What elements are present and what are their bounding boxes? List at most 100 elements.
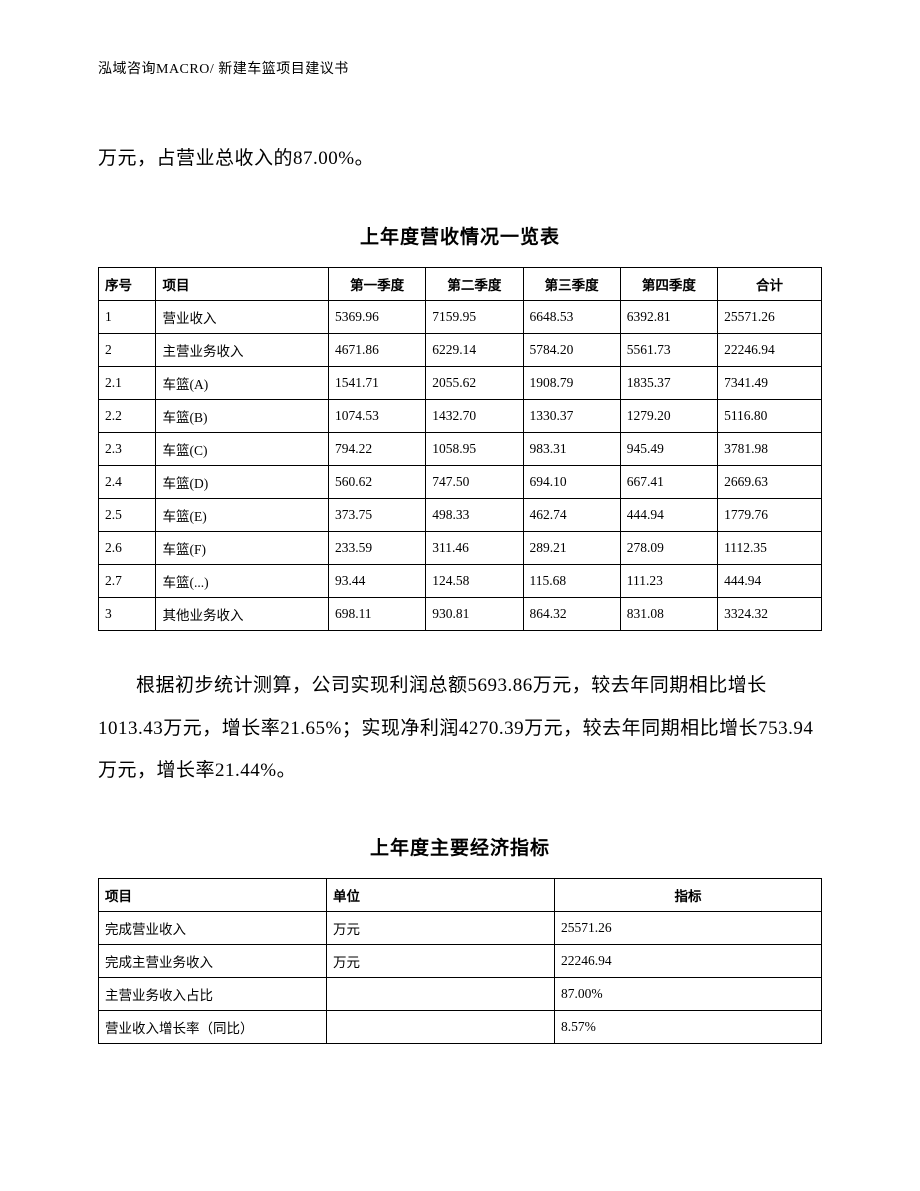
table-cell: 698.11 xyxy=(328,597,425,630)
table-row: 2.2车篮(B)1074.531432.701330.371279.205116… xyxy=(99,399,822,432)
table-cell: 6392.81 xyxy=(620,300,717,333)
table-cell: 498.33 xyxy=(426,498,523,531)
table-cell: 营业收入增长率（同比） xyxy=(99,1011,327,1044)
table-cell: 5116.80 xyxy=(718,399,822,432)
table-cell: 6648.53 xyxy=(523,300,620,333)
table2-title: 上年度主要经济指标 xyxy=(98,833,822,860)
table1-title: 上年度营收情况一览表 xyxy=(98,222,822,249)
table-cell: 945.49 xyxy=(620,432,717,465)
table-cell: 1112.35 xyxy=(718,531,822,564)
table2-body: 完成营业收入万元25571.26完成主营业务收入万元22246.94主营业务收入… xyxy=(99,912,822,1044)
page-header: 泓域咨询MACRO/ 新建车篮项目建议书 xyxy=(98,58,822,78)
table-cell: 22246.94 xyxy=(555,945,822,978)
table-cell: 87.00% xyxy=(555,978,822,1011)
table-row: 主营业务收入占比 87.00% xyxy=(99,978,822,1011)
table-cell: 3781.98 xyxy=(718,432,822,465)
table-cell: 694.10 xyxy=(523,465,620,498)
table-cell: 444.94 xyxy=(620,498,717,531)
table-cell: 2.1 xyxy=(99,366,156,399)
table-cell: 2.4 xyxy=(99,465,156,498)
table-cell: 1 xyxy=(99,300,156,333)
table-cell: 3 xyxy=(99,597,156,630)
table-cell: 万元 xyxy=(327,945,555,978)
table-cell: 5561.73 xyxy=(620,333,717,366)
table2-col-unit: 单位 xyxy=(327,879,555,912)
table-cell: 462.74 xyxy=(523,498,620,531)
body-paragraph: 根据初步统计测算，公司实现利润总额5693.86万元，较去年同期相比增长1013… xyxy=(98,665,822,793)
table-cell: 1058.95 xyxy=(426,432,523,465)
indicator-table: 项目 单位 指标 完成营业收入万元25571.26完成主营业务收入万元22246… xyxy=(98,878,822,1044)
table-cell: 营业收入 xyxy=(156,300,328,333)
table-cell: 车篮(D) xyxy=(156,465,328,498)
table-row: 3其他业务收入698.11930.81864.32831.083324.32 xyxy=(99,597,822,630)
table-cell: 8.57% xyxy=(555,1011,822,1044)
intro-paragraph: 万元，占营业总收入的87.00%。 xyxy=(98,138,822,180)
table-cell xyxy=(327,1011,555,1044)
table-row: 1营业收入5369.967159.956648.536392.8125571.2… xyxy=(99,300,822,333)
table-row: 2.6车篮(F)233.59311.46289.21278.091112.35 xyxy=(99,531,822,564)
table-cell: 5369.96 xyxy=(328,300,425,333)
table-row: 2.1车篮(A)1541.712055.621908.791835.377341… xyxy=(99,366,822,399)
table-cell: 万元 xyxy=(327,912,555,945)
table-cell: 124.58 xyxy=(426,564,523,597)
table-row: 2.5车篮(E)373.75498.33462.74444.941779.76 xyxy=(99,498,822,531)
table-cell: 1779.76 xyxy=(718,498,822,531)
table-row: 2.7车篮(...)93.44124.58115.68111.23444.94 xyxy=(99,564,822,597)
table1-col-q1: 第一季度 xyxy=(328,267,425,300)
table-cell: 233.59 xyxy=(328,531,425,564)
table-cell: 794.22 xyxy=(328,432,425,465)
table-cell: 主营业务收入占比 xyxy=(99,978,327,1011)
table-cell: 111.23 xyxy=(620,564,717,597)
table1-col-q4: 第四季度 xyxy=(620,267,717,300)
table-cell: 其他业务收入 xyxy=(156,597,328,630)
table1-header-row: 序号 项目 第一季度 第二季度 第三季度 第四季度 合计 xyxy=(99,267,822,300)
table1-col-total: 合计 xyxy=(718,267,822,300)
table1-col-q2: 第二季度 xyxy=(426,267,523,300)
table-cell: 747.50 xyxy=(426,465,523,498)
table-cell: 车篮(E) xyxy=(156,498,328,531)
table2-header-row: 项目 单位 指标 xyxy=(99,879,822,912)
table-cell: 560.62 xyxy=(328,465,425,498)
table1-col-seq: 序号 xyxy=(99,267,156,300)
table-cell: 2.6 xyxy=(99,531,156,564)
table-cell: 444.94 xyxy=(718,564,822,597)
revenue-table: 序号 项目 第一季度 第二季度 第三季度 第四季度 合计 1营业收入5369.9… xyxy=(98,267,822,631)
table-cell: 完成营业收入 xyxy=(99,912,327,945)
table-cell: 2669.63 xyxy=(718,465,822,498)
table-cell: 6229.14 xyxy=(426,333,523,366)
table-cell: 667.41 xyxy=(620,465,717,498)
table-cell: 311.46 xyxy=(426,531,523,564)
table-cell: 2055.62 xyxy=(426,366,523,399)
table-cell xyxy=(327,978,555,1011)
table-row: 完成营业收入万元25571.26 xyxy=(99,912,822,945)
table1-col-q3: 第三季度 xyxy=(523,267,620,300)
table2-col-proj: 项目 xyxy=(99,879,327,912)
table-cell: 1074.53 xyxy=(328,399,425,432)
table-cell: 车篮(B) xyxy=(156,399,328,432)
table-cell: 2.3 xyxy=(99,432,156,465)
table-cell: 3324.32 xyxy=(718,597,822,630)
table-row: 完成主营业务收入万元22246.94 xyxy=(99,945,822,978)
table-cell: 278.09 xyxy=(620,531,717,564)
table-cell: 主营业务收入 xyxy=(156,333,328,366)
table-cell: 1835.37 xyxy=(620,366,717,399)
table-cell: 7341.49 xyxy=(718,366,822,399)
table-cell: 864.32 xyxy=(523,597,620,630)
table-cell: 289.21 xyxy=(523,531,620,564)
table-cell: 93.44 xyxy=(328,564,425,597)
table-row: 2.3车篮(C)794.221058.95983.31945.493781.98 xyxy=(99,432,822,465)
table-cell: 2.5 xyxy=(99,498,156,531)
table-cell: 2.7 xyxy=(99,564,156,597)
table-row: 营业收入增长率（同比） 8.57% xyxy=(99,1011,822,1044)
table-cell: 25571.26 xyxy=(555,912,822,945)
table-cell: 车篮(...) xyxy=(156,564,328,597)
table-cell: 373.75 xyxy=(328,498,425,531)
table-cell: 983.31 xyxy=(523,432,620,465)
table-row: 2主营业务收入4671.866229.145784.205561.7322246… xyxy=(99,333,822,366)
table-cell: 2.2 xyxy=(99,399,156,432)
table-cell: 7159.95 xyxy=(426,300,523,333)
table-cell: 1541.71 xyxy=(328,366,425,399)
table-cell: 930.81 xyxy=(426,597,523,630)
table-cell: 2 xyxy=(99,333,156,366)
table-cell: 115.68 xyxy=(523,564,620,597)
